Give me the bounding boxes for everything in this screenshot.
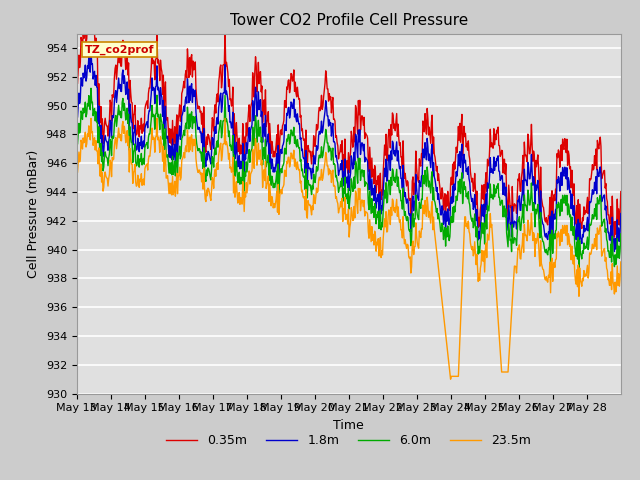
6.0m (138, 151, 145, 156)
0.35m (617, 189, 625, 194)
0.35m (264, 109, 272, 115)
23.5m (617, 259, 625, 265)
23.5m (237, 196, 245, 202)
1.8m (406, 213, 413, 218)
Text: TZ_co2prof: TZ_co2prof (85, 44, 154, 55)
1.8m (138, 133, 145, 139)
6.0m (264, 152, 272, 158)
Line: 1.8m: 1.8m (77, 48, 621, 254)
Legend: 0.35m, 1.8m, 6.0m, 23.5m: 0.35m, 1.8m, 6.0m, 23.5m (161, 429, 536, 452)
Line: 23.5m: 23.5m (77, 118, 621, 379)
6.0m (237, 176, 245, 182)
6.0m (406, 228, 413, 234)
6.0m (617, 231, 625, 237)
23.5m (406, 255, 413, 261)
0.35m (73, 80, 81, 85)
1.8m (87, 46, 95, 51)
0.35m (285, 77, 292, 83)
23.5m (436, 279, 444, 285)
23.5m (264, 173, 272, 179)
1.8m (617, 211, 625, 216)
1.8m (237, 160, 245, 166)
23.5m (447, 376, 454, 382)
6.0m (73, 140, 81, 146)
0.35m (138, 115, 145, 121)
1.8m (73, 114, 81, 120)
6.0m (285, 132, 292, 137)
1.8m (436, 203, 444, 209)
23.5m (153, 115, 161, 121)
X-axis label: Time: Time (333, 419, 364, 432)
0.35m (436, 185, 444, 191)
0.35m (237, 144, 245, 150)
Line: 6.0m: 6.0m (77, 88, 621, 269)
6.0m (87, 85, 95, 91)
Line: 0.35m: 0.35m (77, 0, 621, 242)
0.35m (406, 197, 413, 203)
1.8m (264, 131, 272, 137)
23.5m (137, 179, 145, 184)
Y-axis label: Cell Pressure (mBar): Cell Pressure (mBar) (27, 149, 40, 278)
0.35m (575, 239, 583, 245)
1.8m (285, 105, 292, 110)
6.0m (575, 266, 583, 272)
6.0m (436, 221, 444, 227)
23.5m (285, 154, 292, 160)
1.8m (575, 252, 583, 257)
Title: Tower CO2 Profile Cell Pressure: Tower CO2 Profile Cell Pressure (230, 13, 468, 28)
23.5m (73, 168, 81, 174)
